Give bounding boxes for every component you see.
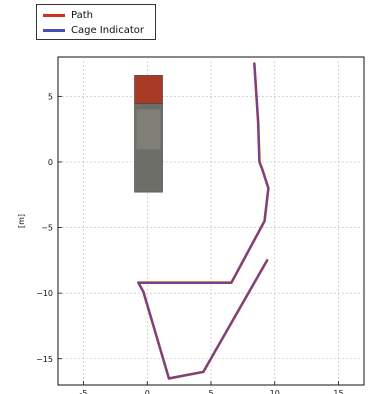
- x-ticks: -5 0 5 10 15: [80, 381, 344, 394]
- legend-label-cage-indicator: Cage Indicator: [71, 24, 144, 36]
- series-line-cage-indicator: [137, 62, 270, 380]
- legend-swatch-path: [43, 13, 65, 17]
- legend-item-path: Path: [43, 8, 93, 22]
- x-tick-label: -5: [80, 389, 88, 394]
- vehicle-cage: [136, 109, 161, 150]
- vehicle-front: [134, 75, 163, 104]
- y-tick-label: 5: [48, 92, 53, 101]
- y-tick-label: 0: [48, 158, 53, 167]
- y-tick-label: −15: [36, 355, 53, 364]
- x-tick-label: 15: [333, 389, 343, 394]
- vehicle-shape: [134, 75, 163, 193]
- y-tick-label: −5: [41, 224, 53, 233]
- legend: Path Cage Indicator: [36, 4, 156, 40]
- y-tick-label: −10: [36, 289, 53, 298]
- y-ticks: 5 0 −5 −10 −15: [36, 92, 62, 364]
- y-axis-label: [m]: [17, 214, 26, 228]
- x-tick-label: 0: [145, 389, 150, 394]
- legend-swatch-cage-indicator: [43, 28, 65, 32]
- x-tick-label: 10: [270, 389, 280, 394]
- legend-label-path: Path: [71, 9, 93, 21]
- x-tick-label: 5: [208, 389, 213, 394]
- legend-item-cage-indicator: Cage Indicator: [43, 23, 144, 37]
- series-group: [137, 62, 270, 380]
